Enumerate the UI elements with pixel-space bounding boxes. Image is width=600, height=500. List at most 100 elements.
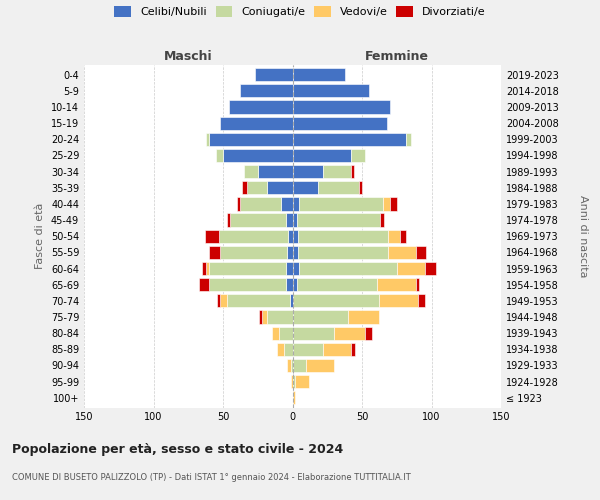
- Bar: [416, 278, 419, 291]
- Bar: [293, 375, 295, 388]
- Bar: [217, 294, 220, 308]
- Bar: [287, 359, 291, 372]
- Bar: [291, 375, 293, 388]
- Bar: [244, 165, 258, 178]
- Bar: [272, 326, 278, 340]
- Bar: [400, 230, 406, 243]
- Bar: [380, 214, 384, 226]
- Bar: [206, 132, 209, 146]
- Bar: [293, 262, 299, 275]
- Bar: [220, 294, 227, 308]
- Bar: [286, 214, 293, 226]
- Bar: [293, 391, 295, 404]
- Bar: [307, 359, 334, 372]
- Bar: [286, 262, 293, 275]
- Bar: [379, 294, 418, 308]
- Y-axis label: Anni di nascita: Anni di nascita: [578, 195, 588, 278]
- Bar: [239, 198, 281, 210]
- Bar: [293, 278, 296, 291]
- Bar: [377, 278, 416, 291]
- Bar: [205, 230, 219, 243]
- Bar: [359, 181, 362, 194]
- Bar: [293, 326, 334, 340]
- Bar: [268, 181, 293, 194]
- Bar: [293, 310, 348, 324]
- Bar: [296, 214, 380, 226]
- Bar: [416, 246, 426, 259]
- Bar: [293, 294, 379, 308]
- Bar: [209, 262, 286, 275]
- Bar: [351, 165, 353, 178]
- Bar: [406, 132, 410, 146]
- Bar: [298, 230, 388, 243]
- Bar: [293, 230, 298, 243]
- Bar: [202, 262, 206, 275]
- Bar: [206, 262, 209, 275]
- Bar: [293, 100, 390, 114]
- Bar: [397, 262, 425, 275]
- Bar: [259, 310, 262, 324]
- Bar: [255, 68, 293, 82]
- Bar: [418, 294, 425, 308]
- Bar: [299, 262, 397, 275]
- Bar: [293, 116, 387, 130]
- Bar: [348, 310, 379, 324]
- Bar: [287, 246, 293, 259]
- Bar: [209, 246, 220, 259]
- Bar: [229, 100, 293, 114]
- Bar: [295, 375, 309, 388]
- Bar: [289, 230, 293, 243]
- Bar: [323, 342, 351, 356]
- Bar: [293, 342, 323, 356]
- Y-axis label: Fasce di età: Fasce di età: [35, 203, 45, 270]
- Text: Femmine: Femmine: [365, 50, 429, 64]
- Bar: [334, 326, 365, 340]
- Bar: [277, 342, 284, 356]
- Bar: [247, 181, 268, 194]
- Bar: [239, 84, 293, 98]
- Bar: [293, 246, 298, 259]
- Bar: [237, 198, 239, 210]
- Bar: [216, 149, 223, 162]
- Legend: Celibi/Nubili, Coniugati/e, Vedovi/e, Divorziati/e: Celibi/Nubili, Coniugati/e, Vedovi/e, Di…: [115, 6, 485, 17]
- Bar: [293, 181, 317, 194]
- Bar: [365, 326, 372, 340]
- Bar: [388, 230, 400, 243]
- Bar: [388, 246, 416, 259]
- Bar: [284, 342, 293, 356]
- Bar: [290, 294, 293, 308]
- Bar: [351, 342, 355, 356]
- Bar: [298, 246, 388, 259]
- Bar: [291, 359, 293, 372]
- Bar: [278, 326, 293, 340]
- Bar: [293, 359, 307, 372]
- Bar: [209, 132, 293, 146]
- Bar: [242, 181, 247, 194]
- Bar: [227, 294, 290, 308]
- Bar: [209, 278, 286, 291]
- Bar: [299, 198, 383, 210]
- Bar: [268, 310, 293, 324]
- Bar: [425, 262, 436, 275]
- Bar: [293, 198, 299, 210]
- Bar: [317, 181, 359, 194]
- Bar: [220, 246, 287, 259]
- Bar: [227, 214, 230, 226]
- Bar: [383, 198, 390, 210]
- Bar: [223, 149, 293, 162]
- Bar: [293, 165, 323, 178]
- Bar: [199, 278, 209, 291]
- Bar: [293, 149, 351, 162]
- Bar: [220, 116, 293, 130]
- Bar: [293, 84, 369, 98]
- Bar: [351, 149, 365, 162]
- Bar: [219, 230, 289, 243]
- Text: COMUNE DI BUSETO PALIZZOLO (TP) - Dati ISTAT 1° gennaio 2024 - Elaborazione TUTT: COMUNE DI BUSETO PALIZZOLO (TP) - Dati I…: [12, 472, 411, 482]
- Bar: [390, 198, 397, 210]
- Bar: [286, 278, 293, 291]
- Bar: [296, 278, 377, 291]
- Bar: [230, 214, 286, 226]
- Bar: [258, 165, 293, 178]
- Bar: [293, 132, 406, 146]
- Bar: [281, 198, 293, 210]
